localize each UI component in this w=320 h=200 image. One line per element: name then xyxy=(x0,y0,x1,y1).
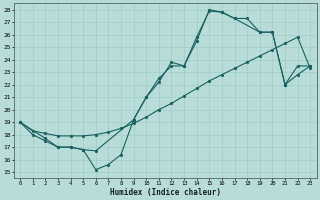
X-axis label: Humidex (Indice chaleur): Humidex (Indice chaleur) xyxy=(110,188,220,197)
